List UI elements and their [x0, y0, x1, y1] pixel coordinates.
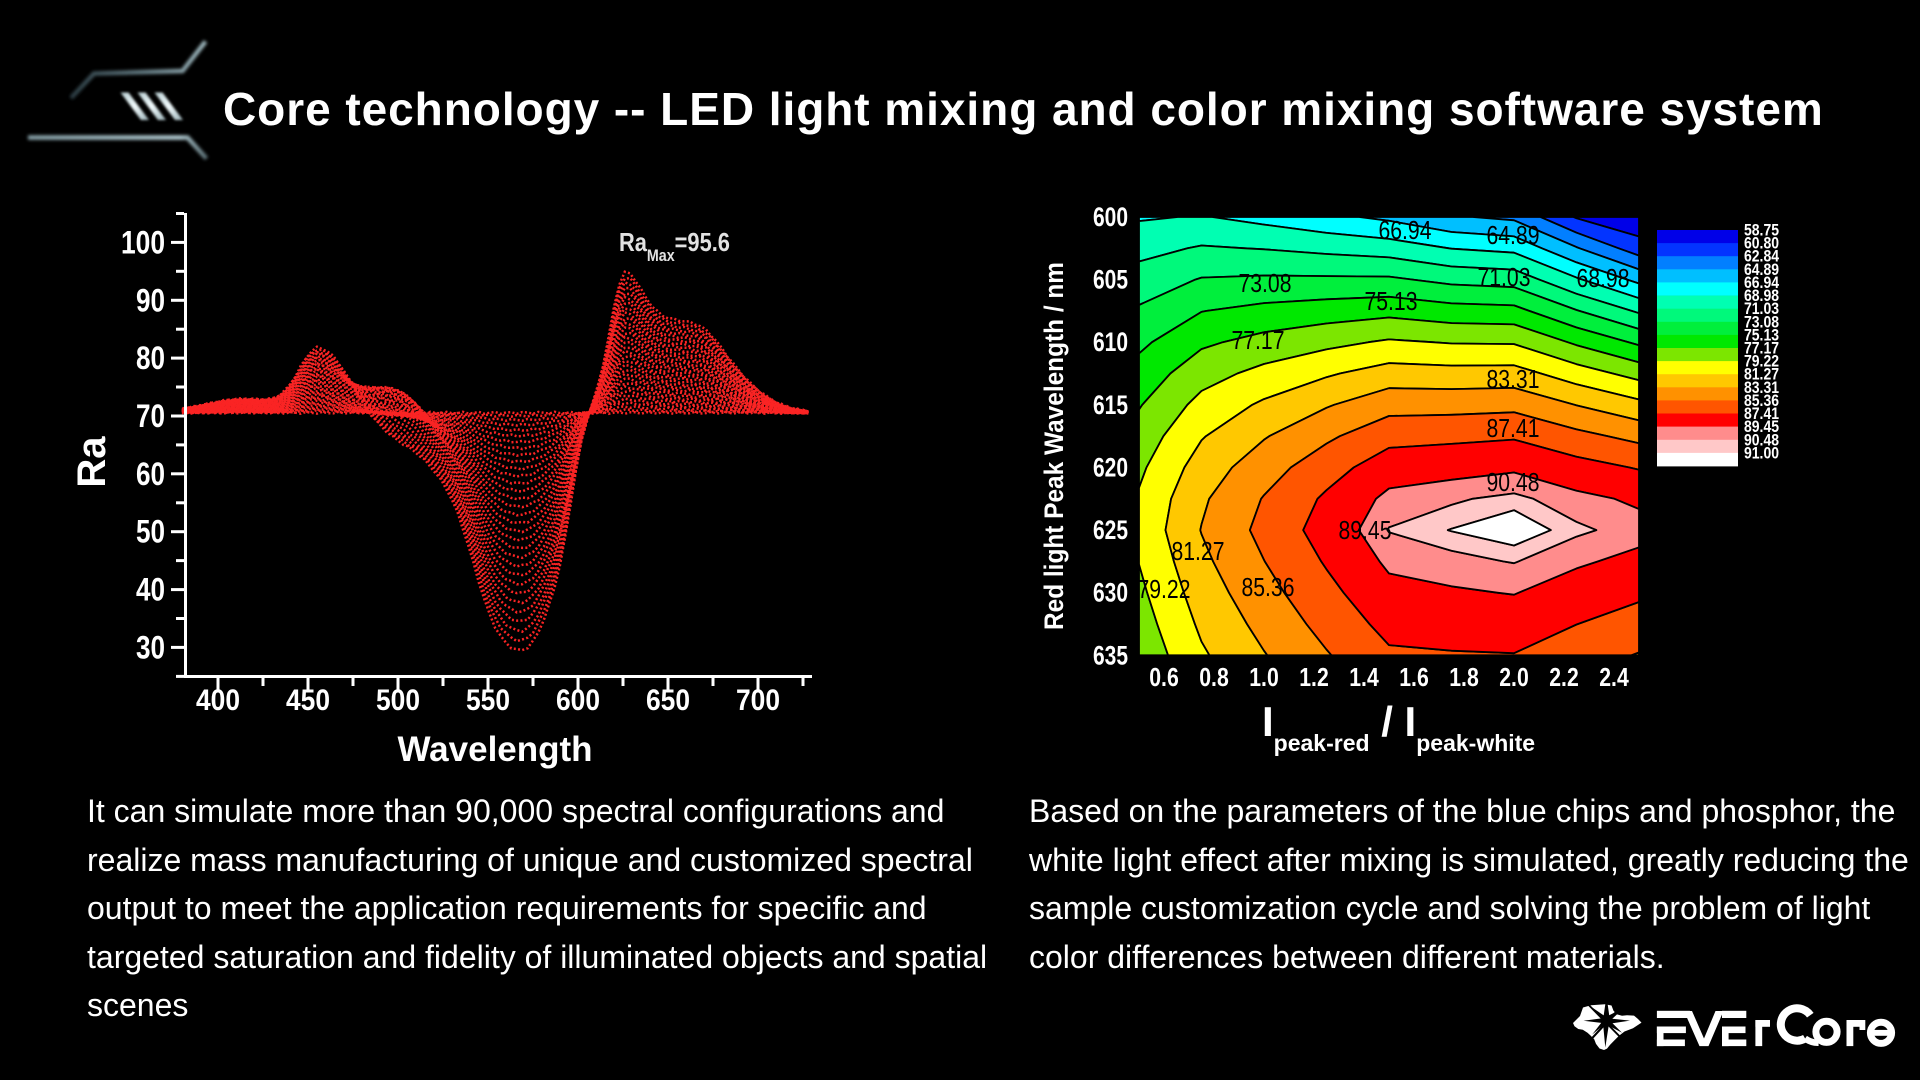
svg-text:610: 610	[1093, 327, 1128, 357]
svg-text:700: 700	[736, 684, 780, 717]
svg-text:79.22: 79.22	[1744, 352, 1779, 371]
svg-text:89.45: 89.45	[1339, 515, 1392, 545]
svg-text:60: 60	[136, 456, 165, 492]
svg-text:90: 90	[136, 282, 165, 318]
svg-text:Ra: Ra	[70, 436, 114, 488]
svg-text:625: 625	[1093, 515, 1128, 545]
svg-text:1.8: 1.8	[1449, 664, 1479, 692]
svg-text:64.89: 64.89	[1744, 260, 1779, 279]
svg-text:1.4: 1.4	[1349, 664, 1379, 692]
svg-text:Red light Peak Wavelength / nm: Red light Peak Wavelength / nm	[1039, 262, 1069, 630]
svg-text:64.89: 64.89	[1487, 220, 1540, 250]
svg-text:500: 500	[376, 684, 420, 717]
svg-text:30: 30	[136, 629, 165, 665]
svg-text:81.27: 81.27	[1172, 536, 1225, 566]
svg-text:71.03: 71.03	[1478, 262, 1531, 292]
svg-text:73.08: 73.08	[1239, 268, 1292, 298]
svg-text:62.84: 62.84	[1744, 247, 1779, 266]
svg-text:RaMax=95.6: RaMax=95.6	[619, 228, 730, 265]
svg-text:77.17: 77.17	[1232, 325, 1285, 355]
svg-text:1.6: 1.6	[1399, 664, 1429, 692]
svg-text:71.03: 71.03	[1744, 299, 1779, 318]
svg-text:550: 550	[466, 684, 510, 717]
svg-text:66.94: 66.94	[1744, 273, 1779, 292]
svg-text:83.31: 83.31	[1744, 378, 1779, 397]
svg-text:635: 635	[1093, 640, 1128, 670]
svg-text:58.75: 58.75	[1744, 221, 1779, 240]
svg-text:2.4: 2.4	[1599, 664, 1629, 692]
svg-text:620: 620	[1093, 453, 1128, 483]
svg-text:66.94: 66.94	[1379, 215, 1432, 245]
svg-text:79.22: 79.22	[1138, 574, 1191, 604]
svg-text:90.48: 90.48	[1744, 430, 1779, 449]
svg-text:87.41: 87.41	[1487, 413, 1540, 443]
svg-text:650: 650	[646, 684, 690, 717]
svg-text:Wavelength: Wavelength	[397, 730, 592, 769]
svg-text:70: 70	[136, 398, 165, 434]
svg-text:0.8: 0.8	[1199, 664, 1229, 692]
svg-text:0.6: 0.6	[1149, 664, 1179, 692]
svg-text:400: 400	[196, 684, 240, 717]
svg-text:600: 600	[556, 684, 600, 717]
svg-text:85.36: 85.36	[1744, 391, 1779, 410]
svg-text:68.98: 68.98	[1744, 286, 1779, 305]
svg-text:450: 450	[286, 684, 330, 717]
svg-text:85.36: 85.36	[1242, 572, 1295, 602]
svg-text:2.0: 2.0	[1499, 664, 1529, 692]
svg-text:60.80: 60.80	[1744, 234, 1779, 253]
svg-text:615: 615	[1093, 390, 1128, 420]
svg-text:600: 600	[1093, 202, 1128, 232]
svg-text:1.0: 1.0	[1249, 664, 1279, 692]
svg-text:77.17: 77.17	[1744, 339, 1779, 358]
svg-text:40: 40	[136, 572, 165, 608]
svg-text:2.2: 2.2	[1549, 664, 1579, 692]
svg-text:90.48: 90.48	[1487, 467, 1540, 497]
svg-text:Ipeak-red / Ipeak-white: Ipeak-red / Ipeak-white	[1262, 698, 1535, 756]
svg-text:87.41: 87.41	[1744, 404, 1779, 423]
svg-text:605: 605	[1093, 265, 1128, 295]
svg-text:89.45: 89.45	[1744, 417, 1779, 436]
svg-text:91.00: 91.00	[1744, 443, 1779, 462]
svg-text:1.2: 1.2	[1299, 664, 1329, 692]
svg-text:73.08: 73.08	[1744, 312, 1779, 331]
svg-text:81.27: 81.27	[1744, 365, 1779, 384]
svg-text:50: 50	[136, 514, 165, 550]
svg-text:630: 630	[1093, 578, 1128, 608]
svg-text:100: 100	[121, 224, 165, 260]
svg-text:80: 80	[136, 340, 165, 376]
svg-text:68.98: 68.98	[1577, 263, 1630, 293]
svg-text:83.31: 83.31	[1487, 364, 1540, 394]
svg-text:75.13: 75.13	[1744, 325, 1779, 344]
svg-text:75.13: 75.13	[1365, 286, 1418, 316]
